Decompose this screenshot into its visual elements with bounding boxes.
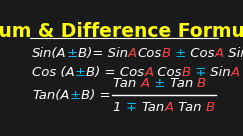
Text: Tan(A: Tan(A — [32, 89, 70, 102]
Text: ±: ± — [150, 77, 170, 90]
Text: Tan: Tan — [174, 101, 206, 114]
Text: A: A — [231, 66, 240, 79]
Text: Cos: Cos — [153, 66, 182, 79]
Text: Tan: Tan — [170, 77, 197, 90]
Text: ±: ± — [75, 66, 86, 79]
Text: 1: 1 — [113, 101, 126, 114]
Text: ±: ± — [171, 47, 186, 60]
Text: Cos: Cos — [137, 47, 161, 60]
Text: A: A — [165, 101, 174, 114]
Text: ∓: ∓ — [191, 66, 206, 79]
Text: Sum & Difference Formula: Sum & Difference Formula — [0, 22, 243, 41]
Text: A: A — [128, 47, 137, 60]
Text: B) = Cos: B) = Cos — [86, 66, 144, 79]
Text: ±: ± — [70, 89, 81, 102]
Text: Sin: Sin — [206, 66, 231, 79]
Text: Sin(A: Sin(A — [32, 47, 67, 60]
Text: ±: ± — [67, 47, 78, 60]
Text: B)= Sin: B)= Sin — [78, 47, 128, 60]
Text: Tan: Tan — [141, 101, 165, 114]
Text: B: B — [161, 47, 171, 60]
Text: A: A — [144, 66, 153, 79]
Text: B) =: B) = — [81, 89, 111, 102]
Text: Tan: Tan — [113, 77, 141, 90]
Text: B: B — [197, 77, 206, 90]
Text: B: B — [182, 66, 191, 79]
Text: A: A — [141, 77, 150, 90]
Text: Cos (A: Cos (A — [32, 66, 75, 79]
Text: Sin: Sin — [240, 66, 243, 79]
Text: B: B — [206, 101, 215, 114]
Text: Sin: Sin — [224, 47, 243, 60]
Text: A: A — [214, 47, 224, 60]
Text: Cos: Cos — [186, 47, 214, 60]
Text: ∓: ∓ — [126, 101, 141, 114]
